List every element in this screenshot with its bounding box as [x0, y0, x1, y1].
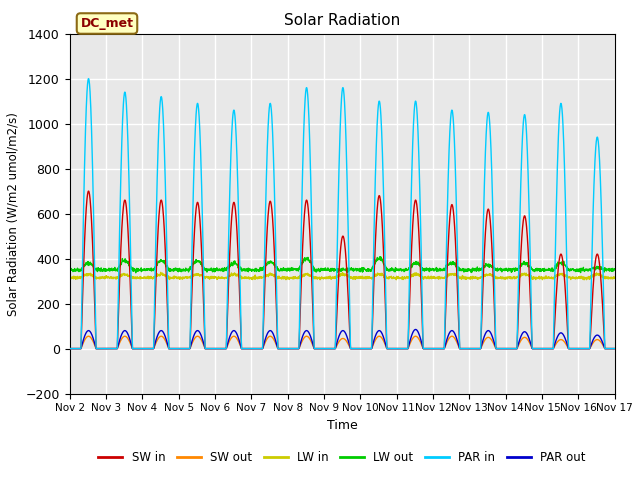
Legend: SW in, SW out, LW in, LW out, PAR in, PAR out: SW in, SW out, LW in, LW out, PAR in, PA…: [93, 446, 591, 469]
Title: Solar Radiation: Solar Radiation: [284, 13, 400, 28]
Y-axis label: Solar Radiation (W/m2 umol/m2/s): Solar Radiation (W/m2 umol/m2/s): [7, 112, 20, 315]
Text: DC_met: DC_met: [81, 17, 134, 30]
X-axis label: Time: Time: [327, 419, 358, 432]
